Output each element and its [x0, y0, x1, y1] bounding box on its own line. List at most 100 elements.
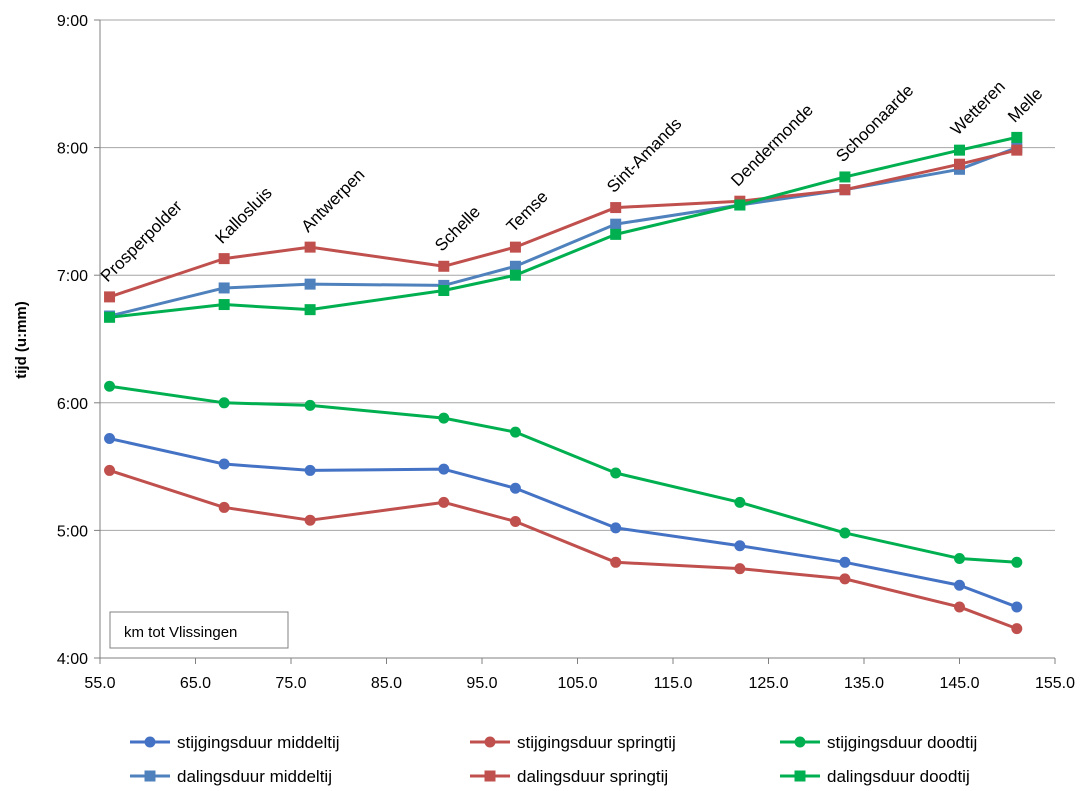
- data-point: [1011, 131, 1023, 143]
- data-point: [610, 228, 622, 240]
- data-point: [839, 171, 851, 183]
- x-tick-label: 55.0: [84, 675, 115, 692]
- series-dalingsduur-middeltij: [104, 142, 1023, 322]
- data-point: [304, 464, 316, 476]
- data-point: [794, 736, 806, 748]
- legend: stijgingsduur middeltij stijgingsduur spr…: [130, 733, 977, 786]
- data-point: [438, 496, 450, 508]
- legend-label: dalingsduur springtij: [517, 767, 668, 786]
- legend-item: stijgingsduur middeltij: [130, 733, 340, 752]
- series-layer: [104, 131, 1023, 635]
- legend-label: stijgingsduur middeltij: [177, 733, 340, 752]
- data-point: [610, 556, 622, 568]
- data-point: [218, 282, 230, 294]
- note-text: km tot Vlissingen: [124, 624, 237, 641]
- data-point: [509, 269, 521, 281]
- legend-label: stijgingsduur springtij: [517, 733, 676, 752]
- series-line: [109, 469, 1018, 631]
- data-point: [734, 496, 746, 508]
- y-tick-label: 6:00: [57, 396, 88, 413]
- data-point: [484, 736, 496, 748]
- x-tick-label: 75.0: [275, 675, 306, 692]
- data-point: [839, 527, 851, 539]
- legend-item: dalingsduur springtij: [470, 767, 668, 786]
- data-point: [218, 458, 230, 470]
- data-point: [438, 285, 450, 297]
- data-point: [218, 299, 230, 311]
- series-line: [109, 146, 1018, 318]
- location-label: Dendermonde: [727, 100, 817, 190]
- data-point: [304, 399, 316, 411]
- location-label: Schelle: [431, 202, 484, 255]
- x-tick-label: 125.0: [748, 675, 788, 692]
- data-point: [954, 158, 965, 170]
- data-point: [839, 184, 851, 196]
- data-point: [954, 579, 965, 591]
- data-point: [1011, 144, 1023, 156]
- data-point: [1011, 623, 1023, 635]
- data-point: [509, 426, 521, 438]
- y-axis-label: tijd (u:mm): [13, 301, 30, 378]
- data-point: [610, 522, 622, 534]
- legend-item: dalingsduur middeltij: [130, 767, 332, 786]
- x-tick-label: 105.0: [557, 675, 597, 692]
- x-tick-label: 135.0: [844, 675, 884, 692]
- axes: 4:00 5:00 6:00 7:00 8:00 9:00 55.0 65.0 75.0 85.0…: [57, 13, 1075, 692]
- location-label: Wetteren: [947, 77, 1009, 139]
- data-point: [304, 278, 316, 290]
- data-point: [218, 253, 230, 265]
- location-label: Antwerpen: [297, 165, 368, 236]
- data-point: [104, 311, 116, 323]
- data-point: [954, 601, 965, 613]
- data-point: [610, 202, 622, 214]
- location-label: Prosperpolder: [97, 197, 186, 286]
- x-tick-label: 65.0: [180, 675, 211, 692]
- data-point: [839, 556, 851, 568]
- series-line: [109, 148, 1018, 299]
- data-point: [734, 540, 746, 552]
- data-point: [610, 218, 622, 230]
- location-label: Schoonaarde: [832, 81, 917, 166]
- y-tick-label: 9:00: [57, 13, 88, 30]
- data-point: [304, 514, 316, 526]
- data-point: [218, 397, 230, 409]
- series-stijgingsduur-doodtij: [104, 380, 1023, 568]
- series-line: [109, 437, 1018, 609]
- y-tick-label: 8:00: [57, 141, 88, 158]
- data-point: [734, 563, 746, 575]
- note-box: km tot Vlissingen: [109, 611, 289, 649]
- data-point: [304, 304, 316, 316]
- series-line: [109, 135, 1018, 319]
- series-line: [109, 384, 1017, 564]
- data-point: [104, 464, 116, 476]
- x-tick-label: 115.0: [654, 675, 693, 692]
- data-point: [144, 736, 156, 748]
- x-tick-label: 155.0: [1035, 675, 1075, 692]
- data-point: [509, 515, 521, 527]
- data-point: [734, 199, 746, 211]
- location-labels: Prosperpolder Kallosluis Antwerpen Schelle T…: [97, 77, 1046, 286]
- legend-label: stijgingsduur doodtij: [827, 733, 977, 752]
- data-point: [794, 770, 806, 782]
- legend-item: stijgingsduur springtij: [470, 733, 676, 752]
- location-label: Kallosluis: [212, 183, 276, 247]
- data-point: [509, 241, 521, 253]
- series-stijgingsduur-springtij: [104, 464, 1023, 635]
- data-point: [438, 260, 450, 272]
- location-label: Sint-Amands: [603, 114, 685, 196]
- data-point: [218, 501, 230, 513]
- legend-label: dalingsduur doodtij: [827, 767, 970, 786]
- data-point: [1011, 556, 1023, 568]
- data-point: [954, 552, 965, 564]
- data-point: [104, 433, 116, 445]
- data-point: [1011, 601, 1023, 613]
- data-point: [484, 770, 496, 782]
- x-tick-label: 95.0: [466, 675, 497, 692]
- x-tick-label: 145.0: [939, 675, 979, 692]
- data-point: [144, 770, 156, 782]
- x-tick-label: 85.0: [371, 675, 402, 692]
- data-point: [509, 482, 521, 494]
- y-tick-label: 4:00: [57, 651, 88, 668]
- y-tick-label: 5:00: [57, 523, 88, 540]
